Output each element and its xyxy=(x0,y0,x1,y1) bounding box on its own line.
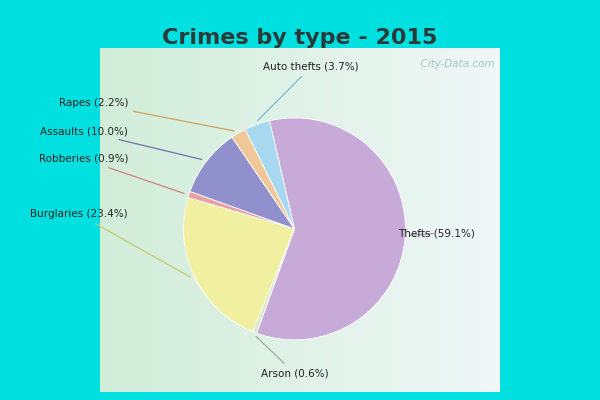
Wedge shape xyxy=(257,118,406,340)
Wedge shape xyxy=(184,198,295,332)
Text: Arson (0.6%): Arson (0.6%) xyxy=(256,336,328,378)
Text: City-Data.com: City-Data.com xyxy=(413,59,494,69)
Wedge shape xyxy=(190,137,295,229)
Wedge shape xyxy=(245,121,295,229)
Text: Auto thefts (3.7%): Auto thefts (3.7%) xyxy=(257,62,359,120)
Wedge shape xyxy=(232,130,295,229)
Text: Robberies (0.9%): Robberies (0.9%) xyxy=(38,154,184,194)
Wedge shape xyxy=(188,192,295,229)
Text: Assaults (10.0%): Assaults (10.0%) xyxy=(40,126,202,160)
Text: Rapes (2.2%): Rapes (2.2%) xyxy=(59,98,234,131)
Text: Thefts (59.1%): Thefts (59.1%) xyxy=(398,228,475,238)
Wedge shape xyxy=(253,229,295,333)
Text: Crimes by type - 2015: Crimes by type - 2015 xyxy=(163,28,437,48)
Text: Burglaries (23.4%): Burglaries (23.4%) xyxy=(31,210,190,277)
